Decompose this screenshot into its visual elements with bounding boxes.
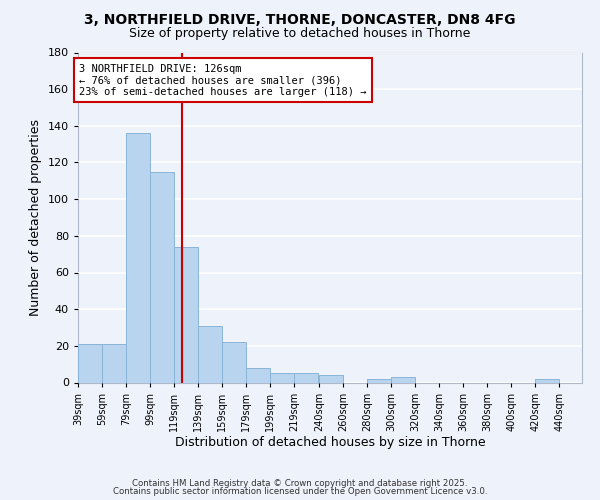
Bar <box>198 326 222 382</box>
Bar <box>222 342 246 382</box>
Text: 3 NORTHFIELD DRIVE: 126sqm
← 76% of detached houses are smaller (396)
23% of sem: 3 NORTHFIELD DRIVE: 126sqm ← 76% of deta… <box>79 64 367 96</box>
Bar <box>294 374 318 382</box>
Bar <box>126 133 150 382</box>
Text: Contains HM Land Registry data © Crown copyright and database right 2025.: Contains HM Land Registry data © Crown c… <box>132 478 468 488</box>
Bar <box>78 344 102 383</box>
Bar <box>150 172 174 382</box>
Bar <box>535 379 559 382</box>
Bar <box>270 374 294 382</box>
Bar <box>319 375 343 382</box>
Bar <box>367 379 391 382</box>
Text: Size of property relative to detached houses in Thorne: Size of property relative to detached ho… <box>130 28 470 40</box>
Bar <box>391 377 415 382</box>
Y-axis label: Number of detached properties: Number of detached properties <box>29 119 42 316</box>
X-axis label: Distribution of detached houses by size in Thorne: Distribution of detached houses by size … <box>175 436 485 450</box>
Bar <box>246 368 270 382</box>
Bar <box>102 344 126 383</box>
Text: 3, NORTHFIELD DRIVE, THORNE, DONCASTER, DN8 4FG: 3, NORTHFIELD DRIVE, THORNE, DONCASTER, … <box>84 12 516 26</box>
Text: Contains public sector information licensed under the Open Government Licence v3: Contains public sector information licen… <box>113 487 487 496</box>
Bar <box>174 247 198 382</box>
